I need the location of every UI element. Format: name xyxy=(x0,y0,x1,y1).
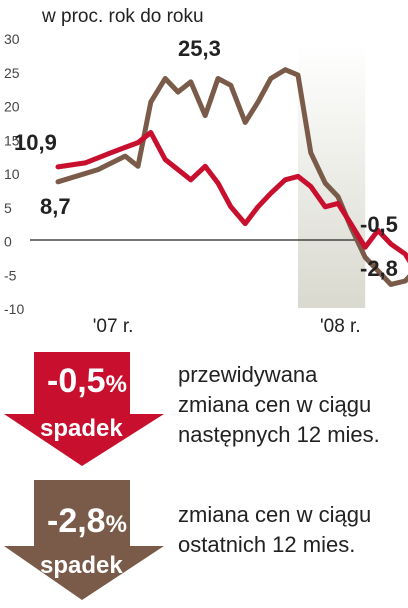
value-annotation: 8,7 xyxy=(40,194,71,219)
down-arrow-red xyxy=(4,352,164,466)
series-line-red xyxy=(55,130,408,264)
x-tick-label: '07 r. xyxy=(93,316,134,337)
x-tick-label: '08 r. xyxy=(320,316,361,337)
forecast-description: przewidywana zmiana cen w ciągu następny… xyxy=(178,362,380,447)
x-axis: '07 r.'08 r.'09 r.'10 r. xyxy=(93,316,361,337)
actual-value: -2,8% xyxy=(47,502,127,540)
actual-description: zmiana cen w ciągu ostatnich 12 mies. xyxy=(178,502,372,557)
year-band xyxy=(298,44,366,308)
down-arrow-brown xyxy=(4,480,164,600)
y-tick-label: 0 xyxy=(4,234,12,250)
y-tick-label: 10 xyxy=(4,166,20,182)
actual-label: spadek xyxy=(40,552,123,579)
year-bands xyxy=(298,44,366,308)
actual-block: -2,8% spadek zmiana cen w ciągu ostatnic… xyxy=(0,480,408,605)
y-tick-label: 30 xyxy=(4,31,20,47)
y-tick-label: -10 xyxy=(4,301,24,317)
value-annotation: 25,3 xyxy=(178,36,221,61)
series-lines xyxy=(55,67,408,287)
annotations: 10,9 8,7 25,3 -0,5 -2,8 xyxy=(14,36,398,281)
y-tick-label: -5 xyxy=(4,267,17,283)
y-tick-label: 20 xyxy=(4,99,20,115)
series-line-brown xyxy=(55,67,408,287)
forecast-block: -0,5% spadek przewidywana zmiana cen w c… xyxy=(0,352,408,472)
value-annotation: -2,8 xyxy=(360,256,398,281)
y-tick-label: 15 xyxy=(4,132,20,148)
y-tick-label: 5 xyxy=(4,200,12,216)
price-change-chart: w proc. rok do roku 30 25 20 15 10 5 0 -5 -10 '0… xyxy=(4,6,408,337)
value-annotation: -0,5 xyxy=(360,212,398,237)
forecast-label: spadek xyxy=(40,415,123,442)
y-axis: 30 25 20 15 10 5 0 -5 -10 xyxy=(4,31,24,317)
chart-title: w proc. rok do roku xyxy=(41,6,204,27)
value-annotation: 10,9 xyxy=(14,130,57,155)
forecast-value: -0,5% xyxy=(47,362,127,400)
y-tick-label: 25 xyxy=(4,65,20,81)
